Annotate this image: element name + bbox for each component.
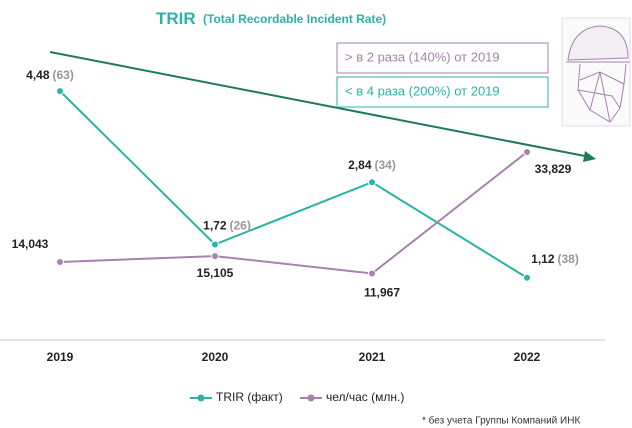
data-label: 11,967 bbox=[364, 286, 400, 300]
value-label: 1,12 bbox=[531, 252, 555, 266]
callout-box bbox=[336, 76, 549, 108]
legend-label: чел/час (млн.) bbox=[326, 390, 404, 404]
point bbox=[211, 240, 219, 249]
subtitle: (Total Recordable Incident Rate) bbox=[203, 12, 386, 26]
data-label: 33,829 bbox=[535, 162, 572, 176]
data-label: 14,043 bbox=[12, 237, 49, 251]
value-label: 33,829 bbox=[535, 162, 572, 176]
point bbox=[523, 148, 531, 157]
value-label: 4,48 bbox=[26, 68, 50, 82]
data-label: 4,48 (63) bbox=[26, 68, 74, 82]
x-tick-label: 2020 bbox=[202, 350, 229, 364]
x-tick-label: 2021 bbox=[359, 350, 386, 364]
callout: > в 2 раза (140%) от 2019 bbox=[345, 49, 500, 64]
chart-title: TRIR (Total Recordable Incident Rate) bbox=[156, 9, 386, 28]
value-label: 2,84 bbox=[348, 158, 372, 172]
incident-count: (63) bbox=[53, 68, 74, 82]
data-label: 2,84 (34) bbox=[348, 158, 396, 172]
data-label: 15,105 bbox=[197, 266, 234, 280]
data-label: 1,12 (38) bbox=[531, 252, 579, 266]
point bbox=[368, 178, 376, 187]
trend-arrow bbox=[49, 51, 591, 158]
value-label: 14,043 bbox=[12, 237, 49, 251]
line bbox=[59, 90, 528, 279]
legend-label: TRIR (факт) bbox=[216, 390, 283, 404]
line bbox=[59, 151, 528, 275]
helmet-icon bbox=[561, 17, 631, 127]
value-label: 15,105 bbox=[197, 266, 234, 280]
point bbox=[523, 273, 531, 282]
point bbox=[211, 252, 219, 261]
point bbox=[56, 257, 64, 266]
legend-swatch bbox=[197, 394, 205, 402]
incident-count: (34) bbox=[375, 158, 396, 172]
x-tick-label: 2019 bbox=[47, 350, 74, 364]
point bbox=[368, 269, 376, 278]
footnote: * без учета Группы Компаний ИНК bbox=[422, 415, 580, 427]
value-label: 11,967 bbox=[364, 286, 400, 300]
legend-swatch bbox=[307, 394, 315, 402]
incident-count: (26) bbox=[230, 219, 251, 233]
title: TRIR bbox=[156, 9, 196, 28]
point bbox=[56, 87, 64, 96]
value-label: 1,72 bbox=[203, 219, 227, 233]
callout: < в 4 раза (200%) от 2019 bbox=[345, 83, 500, 98]
data-label: 1,72 (26) bbox=[203, 219, 251, 233]
x-tick-label: 2022 bbox=[514, 350, 541, 364]
incident-count: (38) bbox=[558, 252, 579, 266]
arrow-head bbox=[583, 151, 596, 162]
callout-box bbox=[336, 42, 549, 74]
